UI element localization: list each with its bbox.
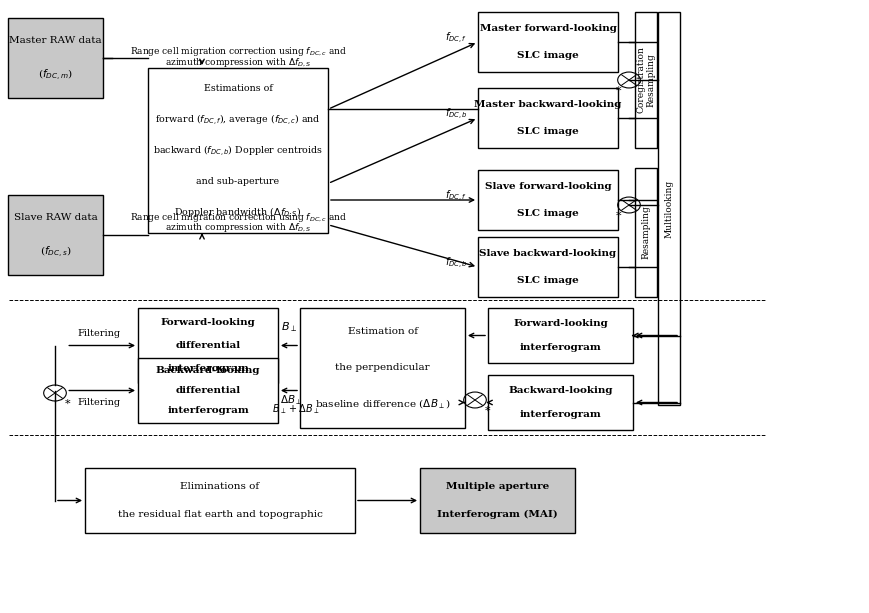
Text: differential: differential — [176, 386, 241, 395]
Text: Multiple aperture: Multiple aperture — [446, 482, 548, 491]
Text: backward ($f_{DC,b}$) Doppler centroids: backward ($f_{DC,b}$) Doppler centroids — [153, 143, 322, 158]
Text: Filtering: Filtering — [77, 329, 121, 338]
FancyBboxPatch shape — [634, 168, 656, 297]
Text: differential: differential — [176, 341, 241, 350]
FancyBboxPatch shape — [420, 468, 574, 533]
Text: Forward-looking: Forward-looking — [513, 319, 607, 328]
Text: interferogram: interferogram — [519, 343, 600, 352]
Text: Slave RAW data: Slave RAW data — [14, 213, 97, 222]
Text: SLC image: SLC image — [516, 208, 578, 218]
Text: $f_{DC,f}$: $f_{DC,f}$ — [445, 31, 467, 47]
Text: baseline difference ($\Delta B_{\perp}$): baseline difference ($\Delta B_{\perp}$) — [315, 398, 450, 411]
FancyBboxPatch shape — [634, 12, 656, 148]
Text: Estimations of: Estimations of — [203, 84, 272, 93]
Text: $f_{DC,b}$: $f_{DC,b}$ — [444, 107, 467, 123]
Text: Master RAW data: Master RAW data — [10, 36, 102, 45]
Text: $f_{DC,f}$: $f_{DC,f}$ — [445, 189, 467, 205]
Text: Master forward-looking: Master forward-looking — [479, 25, 616, 34]
Text: *: * — [65, 399, 70, 409]
Text: Range cell migration correction using $f_{DC,c}$ and: Range cell migration correction using $f… — [129, 45, 346, 58]
Text: $\Delta B_{\perp}$: $\Delta B_{\perp}$ — [280, 393, 302, 406]
Text: interferogram: interferogram — [519, 410, 600, 419]
FancyBboxPatch shape — [477, 170, 617, 230]
Text: Estimation of: Estimation of — [347, 327, 417, 336]
Text: $B_{\perp}+\Delta B_{\perp}$: $B_{\perp}+\Delta B_{\perp}$ — [272, 402, 319, 416]
Text: $B_{\perp}$: $B_{\perp}$ — [281, 320, 296, 334]
Text: Slave forward-looking: Slave forward-looking — [484, 183, 611, 191]
Text: Doppler bandwidth ($\Delta f_{D,S}$): Doppler bandwidth ($\Delta f_{D,S}$) — [174, 205, 302, 220]
Text: SLC image: SLC image — [516, 126, 578, 135]
FancyBboxPatch shape — [8, 18, 103, 98]
FancyBboxPatch shape — [148, 68, 328, 233]
FancyBboxPatch shape — [657, 12, 680, 405]
Text: *: * — [485, 406, 490, 416]
Text: Master backward-looking: Master backward-looking — [474, 101, 621, 110]
Text: Backward-looking: Backward-looking — [156, 367, 260, 375]
Text: *: * — [615, 86, 620, 96]
Text: and sub-aperture: and sub-aperture — [196, 177, 279, 186]
Text: ($f_{DC,m}$): ($f_{DC,m}$) — [38, 68, 73, 83]
FancyBboxPatch shape — [477, 88, 617, 148]
Text: Backward-looking: Backward-looking — [507, 386, 612, 395]
FancyBboxPatch shape — [488, 375, 633, 430]
Text: SLC image: SLC image — [516, 50, 578, 59]
Text: the residual flat earth and topographic: the residual flat earth and topographic — [117, 510, 322, 519]
Text: Forward-looking: Forward-looking — [161, 318, 255, 327]
Text: interferogram: interferogram — [167, 406, 249, 415]
Text: Filtering: Filtering — [77, 398, 121, 407]
Text: azimuth compression with $\Delta f_{D,S}$: azimuth compression with $\Delta f_{D,S}… — [164, 222, 311, 234]
Text: *: * — [615, 211, 620, 221]
Text: Resampling: Resampling — [640, 205, 650, 259]
Text: SLC image: SLC image — [516, 275, 578, 284]
Text: Slave backward-looking: Slave backward-looking — [479, 249, 616, 259]
FancyBboxPatch shape — [488, 308, 633, 363]
Text: $f_{DC,b}$: $f_{DC,b}$ — [444, 256, 467, 272]
FancyBboxPatch shape — [8, 195, 103, 275]
Text: azimuth compression with $\Delta f_{D,S}$: azimuth compression with $\Delta f_{D,S}… — [164, 56, 311, 69]
Text: interferogram: interferogram — [167, 364, 249, 373]
Text: Eliminations of: Eliminations of — [180, 482, 259, 491]
FancyBboxPatch shape — [85, 468, 355, 533]
FancyBboxPatch shape — [477, 237, 617, 297]
Text: Range cell migration correction using $f_{DC,c}$ and: Range cell migration correction using $f… — [129, 211, 346, 224]
FancyBboxPatch shape — [138, 308, 278, 383]
FancyBboxPatch shape — [477, 12, 617, 72]
Text: Multilooking: Multilooking — [664, 180, 673, 238]
Text: the perpendicular: the perpendicular — [335, 364, 429, 373]
Text: Interferogram (MAI): Interferogram (MAI) — [436, 510, 557, 519]
Text: Coregistration
Resampling: Coregistration Resampling — [635, 47, 655, 113]
Text: ($f_{DC,s}$): ($f_{DC,s}$) — [40, 245, 71, 260]
FancyBboxPatch shape — [300, 308, 464, 428]
FancyBboxPatch shape — [138, 358, 278, 423]
Text: forward ($f_{DC,f}$), average ($f_{DC,c}$) and: forward ($f_{DC,f}$), average ($f_{DC,c}… — [155, 112, 321, 127]
